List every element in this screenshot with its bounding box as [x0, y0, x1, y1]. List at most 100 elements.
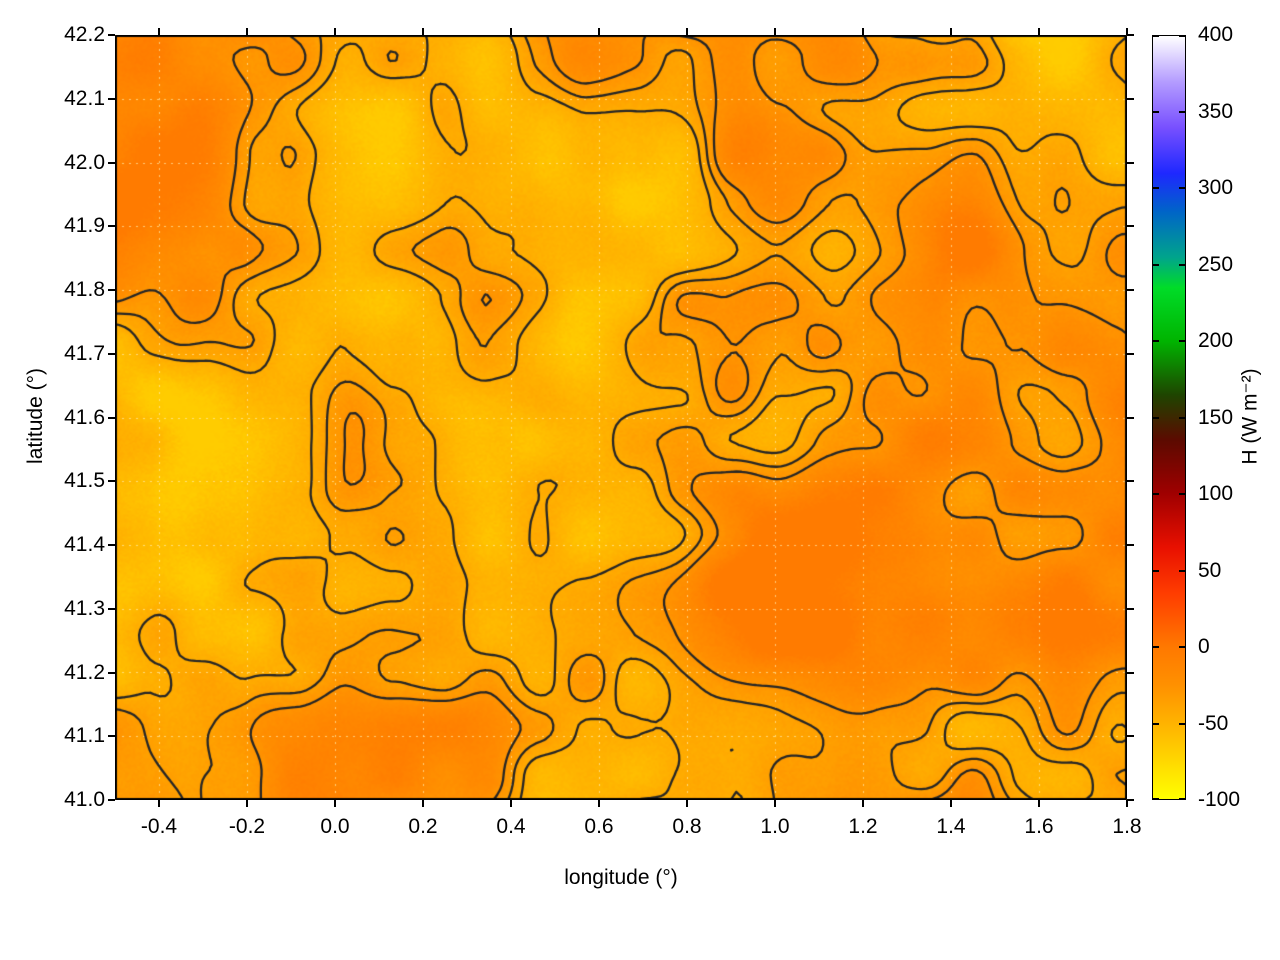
y-tick-mark: [108, 97, 115, 100]
y-tick-label: 42.1: [64, 86, 105, 110]
y-tick-mark-mirror: [1127, 352, 1134, 355]
y-tick-label: 41.0: [64, 788, 105, 811]
colorbar-tick-mark: [1153, 569, 1159, 572]
x-tick-mark: [862, 800, 864, 807]
colorbar-tick-mark: [1179, 35, 1185, 37]
x-tick-label: 1.6: [1024, 815, 1054, 838]
colorbar-tick-label: -100: [1198, 788, 1241, 811]
colorbar-tick-mark: [1153, 798, 1159, 800]
colorbar-tick-mark: [1153, 340, 1159, 342]
x-tick-mark: [774, 800, 776, 807]
colorbar-tick-mark: [1179, 187, 1185, 189]
y-tick-mark: [108, 289, 115, 291]
y-tick-label: 41.5: [64, 469, 105, 493]
y-tick-mark-mirror: [1127, 97, 1134, 100]
y-tick-mark: [108, 671, 115, 674]
y-tick-label: 42.2: [64, 23, 105, 46]
colorbar-tick-mark: [1179, 263, 1185, 266]
x-tick-mark-mirror: [950, 28, 952, 35]
x-tick-label: 1.2: [848, 815, 878, 838]
colorbar-tick-mark: [1153, 110, 1159, 113]
y-tick-label: 41.7: [64, 341, 105, 365]
colorbar-tick-mark: [1153, 646, 1159, 648]
colorbar-tick-label: 200: [1198, 329, 1234, 352]
x-tick-mark-mirror: [158, 28, 160, 35]
x-tick-label: 0.2: [408, 815, 438, 838]
y-tick-mark-mirror: [1127, 671, 1134, 674]
y-tick-label: 42.0: [64, 150, 105, 174]
colorbar-tick-label: 250: [1198, 252, 1234, 276]
y-tick-mark-mirror: [1127, 225, 1134, 228]
y-tick-label: 41.8: [64, 278, 105, 301]
x-tick-mark: [334, 800, 336, 807]
x-tick-mark: [686, 800, 688, 807]
x-tick-mark: [158, 800, 160, 807]
x-tick-label: 1.4: [936, 815, 966, 838]
y-tick-mark: [108, 799, 115, 801]
y-tick-label: 41.9: [64, 214, 105, 238]
x-tick-label: -0.4: [140, 815, 178, 838]
x-tick-mark-mirror: [686, 28, 688, 35]
colorbar-tick-mark: [1179, 416, 1185, 419]
y-tick-mark-mirror: [1127, 607, 1134, 610]
y-tick-label: 41.6: [64, 405, 105, 429]
y-tick-mark-mirror: [1127, 544, 1134, 546]
colorbar-tick-label: 400: [1198, 23, 1234, 46]
colorbar-tick-label: -50: [1198, 711, 1229, 735]
x-tick-mark-mirror: [862, 28, 864, 35]
colorbar-tick-mark: [1179, 646, 1185, 648]
y-tick-mark-mirror: [1127, 480, 1134, 483]
y-tick-label: 41.2: [64, 660, 105, 684]
x-tick-label: 0.4: [496, 815, 526, 838]
colorbar-tick-label: 300: [1198, 176, 1234, 199]
x-tick-label: 0.6: [584, 815, 614, 838]
y-tick-mark-mirror: [1127, 289, 1134, 291]
heatmap-canvas: [115, 35, 1127, 800]
x-tick-mark-mirror: [510, 28, 512, 35]
y-tick-label: 41.1: [64, 724, 105, 748]
colorbar-tick-mark: [1153, 722, 1159, 725]
colorbar-tick-mark: [1153, 416, 1159, 419]
x-tick-label: 1.8: [1112, 815, 1142, 838]
x-tick-mark: [1038, 800, 1040, 807]
colorbar-tick-mark: [1179, 340, 1185, 342]
colorbar-tick-label: 350: [1198, 99, 1234, 123]
plot-area: [115, 35, 1127, 800]
colorbar-label: H (W m⁻²): [1238, 368, 1262, 465]
x-tick-label: -0.2: [228, 815, 266, 838]
colorbar-tick-mark: [1153, 35, 1159, 37]
x-tick-label: 1.0: [760, 815, 790, 838]
colorbar-tick-mark: [1179, 722, 1185, 725]
x-tick-mark: [510, 800, 512, 807]
x-tick-mark-mirror: [334, 28, 336, 35]
x-tick-mark: [950, 800, 952, 807]
x-axis-label: longitude (°): [564, 866, 678, 889]
x-tick-mark-mirror: [1126, 28, 1128, 35]
colorbar-tick-mark: [1179, 493, 1185, 495]
y-tick-mark: [108, 161, 115, 164]
colorbar-tick-mark: [1153, 493, 1159, 495]
y-tick-label: 41.3: [64, 596, 105, 620]
y-tick-mark: [108, 225, 115, 228]
y-tick-mark-mirror: [1127, 416, 1134, 419]
y-tick-mark: [108, 416, 115, 419]
x-tick-mark-mirror: [422, 28, 424, 35]
x-tick-mark: [246, 800, 248, 807]
colorbar-tick-mark: [1179, 110, 1185, 113]
x-tick-mark: [422, 800, 424, 807]
x-tick-label: 0.0: [320, 815, 350, 838]
x-tick-mark-mirror: [598, 28, 600, 35]
colorbar-tick-mark: [1179, 569, 1185, 572]
colorbar-tick-label: 50: [1198, 558, 1222, 582]
x-tick-mark-mirror: [246, 28, 248, 35]
y-tick-mark: [108, 34, 115, 36]
y-tick-mark-mirror: [1127, 161, 1134, 164]
y-tick-mark-mirror: [1127, 34, 1134, 36]
x-tick-mark: [1126, 800, 1128, 807]
y-tick-label: 41.4: [64, 533, 105, 556]
colorbar-tick-mark: [1179, 798, 1185, 800]
x-tick-label: 0.8: [672, 815, 702, 838]
y-tick-mark: [108, 735, 115, 738]
colorbar-tick-mark: [1153, 187, 1159, 189]
x-tick-mark-mirror: [774, 28, 776, 35]
